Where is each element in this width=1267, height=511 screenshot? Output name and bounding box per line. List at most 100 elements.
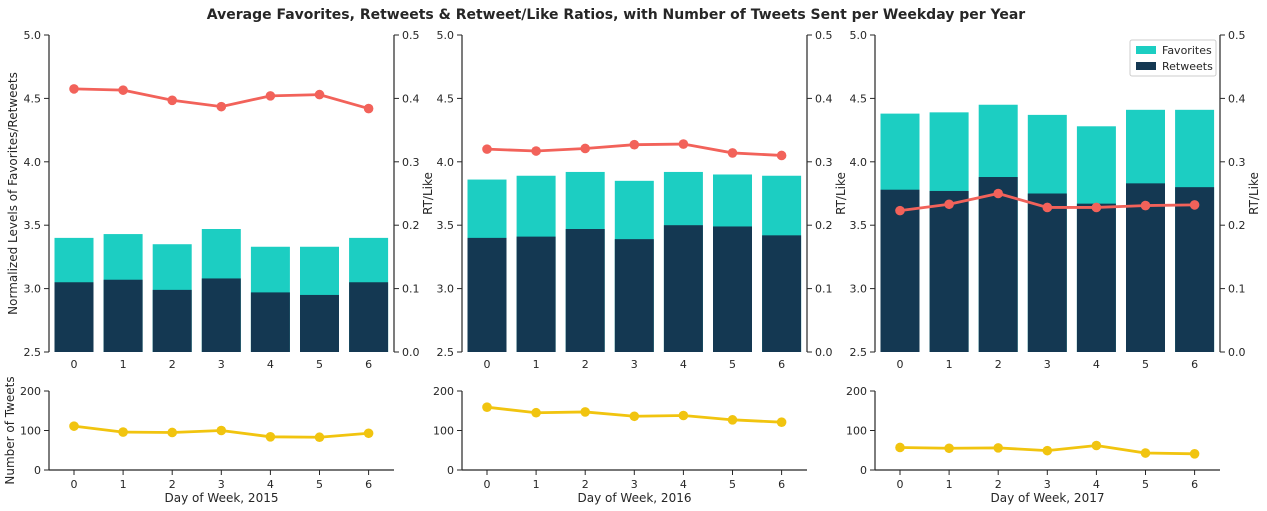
y2-tick-label: 0.3 (402, 156, 420, 169)
retweets-bar-6 (762, 235, 802, 352)
figure-title: Average Favorites, Retweets & Retweet/Li… (207, 7, 1026, 23)
x-tick-label: 5 (316, 478, 323, 491)
tweets-point-3 (1042, 445, 1053, 456)
y-tick-label: 0 (34, 464, 41, 477)
retweets-bar-1 (516, 236, 556, 352)
bar-panel-2015: 2.5 3.0 3.5 4.0 4.5 5.0 0.0 0.1 0.2 0.3 0.4 0.5 0 1 2 3… (6, 29, 435, 371)
retweets-bar-3 (1027, 193, 1067, 352)
x-tick-label: 5 (729, 358, 736, 371)
x-tick-label: 6 (365, 358, 372, 371)
ratio-point-4 (678, 139, 689, 149)
tweets-point-4 (265, 432, 276, 442)
legend-swatch-favorites (1136, 46, 1156, 54)
tweets-point-1 (118, 427, 128, 437)
tweets-point-5 (727, 415, 738, 425)
tweets-point-0 (69, 421, 79, 431)
y-tick-label: 2.5 (850, 346, 868, 359)
tweets-point-5 (314, 432, 325, 443)
x-tick-label: 3 (631, 478, 638, 491)
bar-panel-2017: 2.5 3.0 3.5 4.0 4.5 5.0 0.0 0.1 0.2 0.3 0.4 0.5 0 1 2 3… (850, 29, 1262, 371)
retweets-bar-3 (201, 278, 241, 352)
x-tick-label: 6 (778, 358, 785, 371)
y2-tick-label: 0.0 (1228, 346, 1246, 359)
x-tick-label: 3 (1044, 358, 1051, 371)
y-tick-label: 200 (433, 385, 454, 398)
retweets-bar-6 (349, 282, 389, 352)
retweets-bar-5 (713, 226, 752, 352)
tweets-point-0 (482, 402, 492, 412)
retweets-bar-5 (300, 294, 339, 352)
retweets-bar-2 (978, 177, 1018, 352)
x-tick-label: 1 (120, 478, 127, 491)
y-tick-label: 3.0 (437, 283, 455, 296)
x-axis-label: Day of Week, 2016 (578, 491, 692, 505)
legend: Favorites Retweets (1129, 39, 1217, 77)
y-tick-label: 100 (20, 425, 41, 438)
x-tick-label: 1 (120, 358, 127, 371)
y2-tick-label: 0.1 (402, 283, 420, 296)
y-tick-label: 2.5 (437, 346, 455, 359)
tweets-point-5 (1140, 448, 1151, 458)
y2-tick-label: 0.2 (402, 219, 420, 232)
retweets-bar-2 (565, 229, 605, 352)
y-tick-label: 3.0 (850, 283, 868, 296)
tweets-point-2 (167, 427, 177, 438)
y2-tick-label: 0.1 (815, 283, 833, 296)
tweets-point-2 (993, 443, 1003, 453)
x-tick-label: 1 (946, 358, 953, 371)
y2-tick-label: 0.3 (815, 156, 833, 169)
x-axis-label: Day of Week, 2017 (991, 491, 1105, 505)
ratio-point-1 (944, 199, 954, 210)
x-tick-label: 4 (267, 358, 274, 371)
y2-axis-label: RT/Like (1247, 172, 1261, 215)
x-tick-label: 5 (1142, 358, 1149, 371)
ratio-point-2 (993, 188, 1003, 199)
x-tick-label: 6 (1191, 478, 1198, 491)
x-tick-label: 6 (1191, 358, 1198, 371)
retweets-bar-0 (880, 189, 920, 352)
y-tick-label: 100 (433, 425, 454, 438)
y-tick-label: 4.5 (437, 92, 455, 105)
retweets-bar-4 (1076, 203, 1116, 352)
ratio-point-4 (265, 91, 276, 101)
retweets-bar-4 (663, 225, 703, 352)
tweets-panel-2015: 0 100 200 0 1 2 3 4 5 6 Day of Week, 2015 Number of… (3, 376, 394, 505)
retweets-bar-4 (250, 292, 290, 352)
ratio-point-5 (727, 148, 738, 158)
ratio-point-1 (531, 146, 541, 156)
ratio-point-5 (1140, 200, 1151, 211)
x-tick-label: 1 (946, 478, 953, 491)
ratio-point-1 (118, 85, 128, 95)
ratio-point-2 (580, 143, 590, 154)
x-tick-label: 6 (778, 478, 785, 491)
retweets-bar-0 (467, 237, 507, 352)
plots: 2.5 3.0 3.5 4.0 4.5 5.0 0.0 0.1 0.2 0.3 0.4 0.5 0 1 2 3… (3, 29, 1261, 505)
x-tick-label: 2 (169, 358, 176, 371)
ratio-point-3 (216, 101, 227, 112)
x-tick-label: 4 (680, 358, 687, 371)
x-tick-label: 4 (1093, 358, 1100, 371)
x-tick-label: 2 (582, 358, 589, 371)
y-tick-label: 5.0 (437, 29, 455, 42)
y-tick-label: 4.0 (850, 156, 868, 169)
y-tick-label: 0 (447, 464, 454, 477)
x-tick-label: 3 (218, 478, 225, 491)
y-tick-label: 200 (20, 385, 41, 398)
retweets-bar-2 (152, 289, 192, 352)
legend-swatch-retweets (1136, 62, 1156, 70)
y2-tick-label: 0.2 (815, 219, 833, 232)
y-tick-label: 4.5 (850, 92, 868, 105)
y2-tick-label: 0.5 (815, 29, 833, 42)
x-tick-label: 0 (484, 358, 491, 371)
x-tick-label: 3 (631, 358, 638, 371)
bar-panel-2016: 2.5 3.0 3.5 4.0 4.5 5.0 0.0 0.1 0.2 0.3 0.4 0.5 0 1 2 3… (437, 29, 849, 371)
ratio-point-0 (895, 205, 905, 216)
retweets-bar-1 (929, 190, 969, 352)
tweets-point-4 (678, 410, 689, 421)
ratio-point-0 (482, 144, 492, 154)
x-tick-label: 0 (897, 478, 904, 491)
y2-axis-label: RT/Like (421, 172, 435, 215)
x-tick-label: 0 (484, 478, 491, 491)
y2-tick-label: 0.1 (1228, 283, 1246, 296)
